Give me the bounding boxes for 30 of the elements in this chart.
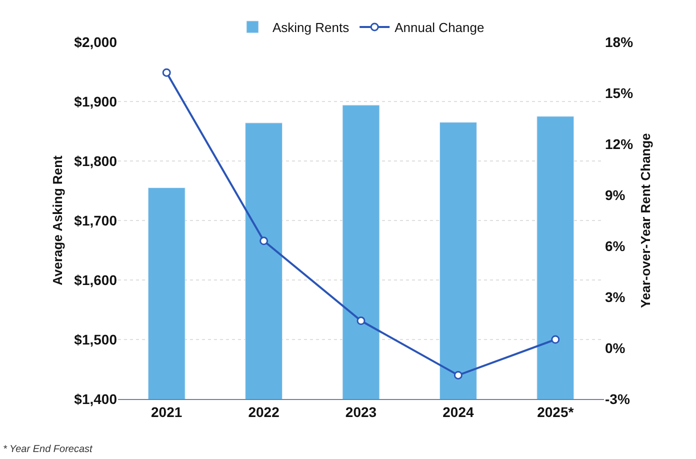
point: [356, 316, 366, 326]
y2-tick-label: 12%: [605, 136, 634, 152]
y2-tick-label: 15%: [605, 84, 634, 101]
y2-tick-label: 0%: [605, 340, 626, 356]
point: [162, 68, 171, 77]
x-tick-label: 2021: [151, 404, 182, 420]
y-axis-title: Average Asking Rent: [50, 154, 66, 286]
x-tick-label: 2023: [345, 404, 377, 420]
y2-tick-label: 3%: [605, 288, 626, 305]
text: * Year End Forecast: [3, 444, 94, 455]
y-tick-label: $1,400: [74, 390, 118, 407]
y2-tick-label: 18%: [605, 34, 634, 50]
y-tick-label: $1,600: [74, 272, 118, 288]
point: [260, 236, 268, 246]
legend-label: Asking Rents: [272, 20, 350, 36]
y2-tick-label: 6%: [605, 238, 626, 254]
y-tick-label: $1,500: [74, 331, 118, 348]
y2-axis-title: Year-over-Year Rent Change: [638, 133, 654, 308]
y-tick-label: $2,000: [74, 34, 118, 50]
point: [454, 370, 462, 380]
y2-tick-label: 9%: [605, 186, 626, 203]
y-tick-label: $1,900: [74, 93, 118, 110]
y-tick-label: $1,700: [74, 212, 118, 228]
legend-label: Annual Change: [394, 20, 484, 36]
x-tick-label: 2025*: [537, 404, 574, 420]
x-tick-label: 2022: [248, 404, 280, 420]
point: [551, 335, 560, 344]
y2-tick-label: -3%: [605, 390, 630, 407]
x-tick-label: 2024: [442, 404, 474, 420]
y-tick-label: $1,800: [74, 152, 118, 169]
